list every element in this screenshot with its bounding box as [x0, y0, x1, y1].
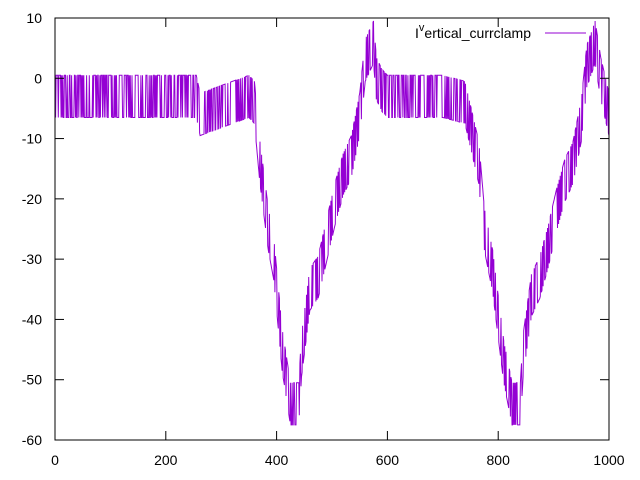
y-tick-label: -20	[22, 191, 42, 207]
series-layer	[54, 20, 610, 426]
axes-layer: 0 200 400 600 800 1000 -60 -50 -40 -30 -20 -10 0 10	[22, 10, 625, 468]
y-tick-label: -60	[22, 432, 42, 448]
y-tick-label: 0	[34, 70, 42, 86]
x-tick-label: 400	[265, 452, 289, 468]
x-tick-label: 0	[51, 452, 59, 468]
y-tick-label: -50	[22, 372, 42, 388]
legend-label-superscript: v	[419, 22, 425, 34]
plot-border	[54, 17, 610, 441]
x-tick-label: 600	[376, 452, 400, 468]
legend: Ivertical_currclamp	[415, 22, 586, 41]
y-tick-label: -40	[22, 311, 42, 327]
legend-label: Ivertical_currclamp	[415, 22, 531, 41]
legend-label-prefix: I	[415, 25, 419, 41]
legend-label-suffix: ertical_currclamp	[424, 25, 531, 41]
x-tick-label: 1000	[593, 452, 624, 468]
y-tick-label: -30	[22, 251, 42, 267]
y-tick-label: -10	[22, 131, 42, 147]
x-tick-label: 800	[487, 452, 511, 468]
x-tick-label: 200	[154, 452, 178, 468]
y-tick-label: 10	[26, 10, 42, 26]
series-line	[54, 20, 610, 426]
